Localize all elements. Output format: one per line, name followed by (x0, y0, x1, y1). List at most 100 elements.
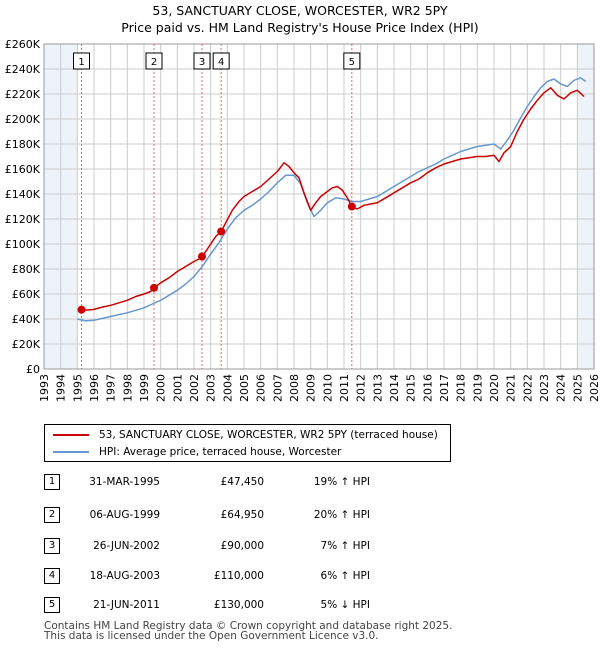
series-line-hpi (77, 77, 587, 322)
series-line-property (81, 87, 585, 311)
shaded-band-end (577, 44, 594, 369)
sale-number-badge: 5 (44, 597, 60, 613)
sale-hpi-change: 20% ↑ HPI (313, 509, 370, 521)
table-row: 3 26-JUN-2002 £90,000 7% ↑ HPI (44, 536, 444, 556)
sale-label-number: 5 (349, 57, 355, 68)
footer-line-licence: This data is licensed under the Open Gov… (44, 630, 379, 642)
y-tick-label: £120K (5, 213, 41, 226)
x-tick-label: 1995 (71, 374, 84, 402)
legend-label-property: 53, SANCTUARY CLOSE, WORCESTER, WR2 5PY … (99, 429, 438, 441)
y-tick-label: £260K (5, 38, 41, 51)
x-tick-label: 2009 (305, 374, 318, 402)
y-tick-label: £60K (12, 288, 41, 301)
sale-price: £47,450 (220, 476, 264, 488)
table-row: 5 21-JUN-2011 £130,000 5% ↓ HPI (44, 595, 444, 615)
x-tick-label: 2018 (455, 374, 468, 402)
x-tick-label: 2007 (271, 374, 284, 402)
legend-swatch-property (53, 434, 89, 436)
x-tick-label: 2003 (205, 374, 218, 402)
x-tick-label: 2021 (505, 374, 518, 402)
sale-number-badge: 3 (44, 538, 60, 554)
x-tick-label: 2026 (588, 374, 600, 402)
x-tick-label: 1997 (105, 374, 118, 402)
x-tick-label: 2022 (521, 374, 534, 402)
sale-date: 18-AUG-2003 (89, 570, 160, 582)
y-tick-label: £0 (26, 363, 40, 376)
sale-date: 31-MAR-1995 (89, 476, 160, 488)
x-tick-label: 2008 (288, 374, 301, 402)
table-row: 4 18-AUG-2003 £110,000 6% ↑ HPI (44, 566, 444, 586)
sale-point-marker (77, 305, 86, 314)
y-tick-label: £220K (5, 88, 41, 101)
sale-hpi-change: 6% ↑ HPI (320, 570, 370, 582)
y-tick-label: £100K (5, 238, 41, 251)
x-tick-label: 2017 (438, 374, 451, 402)
x-tick-label: 2014 (388, 374, 401, 402)
x-tick-label: 1998 (121, 374, 134, 402)
x-tick-label: 2025 (571, 374, 584, 402)
sale-number-badge: 2 (44, 507, 60, 523)
x-tick-label: 1999 (138, 374, 151, 402)
y-tick-label: £200K (5, 113, 41, 126)
sale-number-badge: 1 (44, 474, 60, 490)
sale-label-box (193, 52, 211, 70)
sale-date: 06-AUG-1999 (89, 509, 160, 521)
y-tick-label: £80K (12, 263, 41, 276)
table-row: 2 06-AUG-1999 £64,950 20% ↑ HPI (44, 505, 444, 525)
sale-hpi-change: 7% ↑ HPI (320, 540, 370, 552)
sale-price: £130,000 (213, 599, 264, 611)
sale-price: £110,000 (213, 570, 264, 582)
chart-subtitle: Price paid vs. HM Land Registry's House … (121, 20, 479, 35)
y-tick-label: £160K (5, 163, 41, 176)
x-tick-label: 1994 (55, 374, 68, 402)
sale-label-number: 2 (151, 57, 157, 68)
y-tick-label: £40K (12, 313, 41, 326)
chart-legend: 53, SANCTUARY CLOSE, WORCESTER, WR2 5PY … (44, 424, 451, 462)
y-tick-label: £240K (5, 63, 41, 76)
sale-date: 21-JUN-2011 (93, 599, 160, 611)
x-tick-label: 2012 (355, 374, 368, 402)
x-tick-label: 2015 (405, 374, 418, 402)
sale-label-number: 3 (199, 57, 205, 68)
sale-hpi-change: 19% ↑ HPI (313, 476, 370, 488)
x-tick-label: 2023 (538, 374, 551, 402)
sale-label-box (145, 52, 163, 70)
sale-date: 26-JUN-2002 (93, 540, 160, 552)
sale-label-number: 4 (218, 57, 224, 68)
x-tick-label: 2004 (221, 374, 234, 402)
y-tick-label: £20K (12, 338, 41, 351)
x-tick-label: 2020 (488, 374, 501, 402)
chart-title: 53, SANCTUARY CLOSE, WORCESTER, WR2 5PY (152, 3, 448, 18)
sale-point-marker (217, 227, 226, 236)
sale-label-box (212, 52, 230, 70)
legend-label-hpi: HPI: Average price, terraced house, Worc… (99, 446, 342, 458)
y-tick-label: £180K (5, 138, 41, 151)
x-tick-label: 2002 (188, 374, 201, 402)
x-tick-label: 2001 (171, 374, 184, 402)
sale-label-box (73, 52, 90, 70)
x-tick-label: 2024 (555, 374, 568, 402)
x-tick-label: 2010 (321, 374, 334, 402)
x-tick-label: 1993 (38, 374, 51, 402)
price-chart: £0 £20K £40K £60K £80K £100K £120K £140K £160K £1… (5, 38, 600, 402)
sale-point-marker (347, 202, 356, 211)
sale-point-marker (150, 283, 158, 292)
x-tick-label: 2006 (255, 374, 268, 402)
x-tick-label: 2005 (238, 374, 251, 402)
sale-price: £90,000 (220, 540, 264, 552)
footer-line-copyright: Contains HM Land Registry data © Crown c… (44, 620, 453, 632)
sale-label-box (343, 52, 361, 70)
sale-hpi-change: 5% ↓ HPI (320, 599, 370, 611)
table-row: 1 31-MAR-1995 £47,450 19% ↑ HPI (44, 472, 444, 492)
sale-number-badge: 4 (44, 568, 60, 584)
x-tick-label: 2013 (371, 374, 384, 402)
legend-swatch-hpi (53, 451, 89, 453)
y-tick-label: £140K (5, 188, 41, 201)
x-tick-label: 1996 (88, 374, 101, 402)
x-tick-label: 2011 (338, 374, 351, 402)
footer-attribution: Contains HM Land Registry data © Crown c… (44, 620, 453, 642)
plot-frame (43, 43, 595, 370)
sale-label-number: 1 (78, 57, 84, 68)
sale-price: £64,950 (220, 509, 264, 521)
x-tick-label: 2000 (155, 374, 168, 402)
